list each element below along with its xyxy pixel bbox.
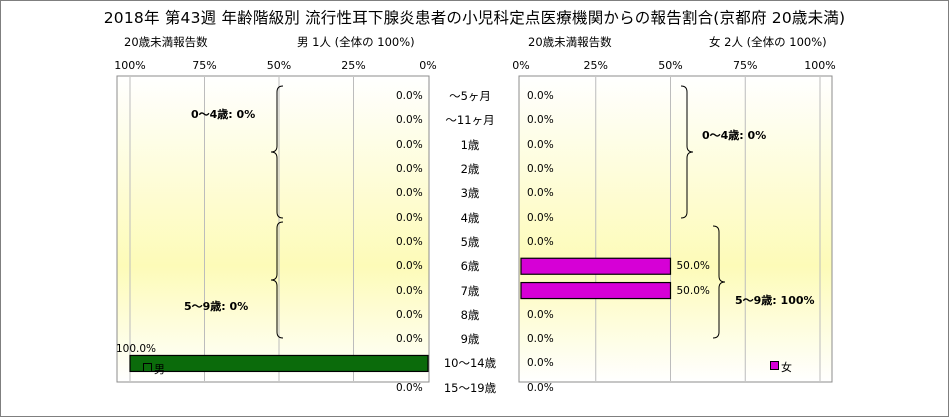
age-category-label: 3歳 [460, 186, 480, 201]
male-value-label: 0.0% [396, 90, 423, 103]
male-legend-swatch [143, 363, 152, 372]
female-group-5-9-label: 5〜9歳: 100% [735, 294, 815, 307]
female-plot-area [518, 75, 833, 383]
male-legend: 男 [143, 361, 165, 377]
female-bar [520, 257, 672, 275]
age-category-label: 1歳 [460, 137, 480, 152]
female-value-label: 0.0% [527, 187, 554, 200]
female-axis-tick: 0% [512, 59, 530, 72]
age-category-label: 6歳 [460, 259, 480, 274]
age-category-label: 〜11ヶ月 [445, 113, 495, 128]
male-value-label: 0.0% [396, 163, 423, 176]
age-category-label: 7歳 [460, 283, 480, 298]
male-count-header: 20歳未満報告数 [124, 35, 208, 49]
female-value-label: 0.0% [527, 308, 554, 321]
age-category-label: 2歳 [460, 162, 480, 177]
female-legend: 女 [770, 359, 792, 375]
female-value-label: 0.0% [527, 381, 554, 394]
female-count-header: 20歳未満報告数 [528, 35, 612, 49]
female-group-5-9-brace [712, 225, 726, 339]
male-axis-tick: 25% [341, 59, 366, 72]
male-axis-tick: 0% [419, 59, 437, 72]
male-value-label: 0.0% [396, 138, 423, 151]
age-category-label: 5歳 [460, 234, 480, 249]
male-value-label: 0.0% [396, 333, 423, 346]
male-axis-tick: 50% [266, 59, 292, 72]
male-value-label: 0.0% [396, 260, 423, 273]
male-value-label: 100.0% [116, 343, 157, 356]
female-group-0-4-label: 0〜4歳: 0% [702, 129, 767, 142]
male-group-0-4-brace [270, 85, 284, 219]
female-value-label: 0.0% [527, 211, 554, 224]
chart-title: 2018年 第43週 年齢階級別 流行性耳下腺炎患者の小児科定点医療機関からの報… [103, 9, 846, 27]
female-total-header: 女 2人 (全体の 100%) [709, 35, 827, 49]
age-category-label: 4歳 [460, 210, 480, 225]
female-axis-tick: 75% [733, 59, 758, 72]
female-group-0-4-brace [680, 85, 694, 219]
male-plot-area [116, 75, 430, 383]
age-category-label: 15〜19歳 [443, 380, 497, 395]
male-value-label: 0.0% [396, 211, 423, 224]
female-value-label: 50.0% [676, 260, 710, 273]
female-legend-swatch [770, 361, 779, 370]
female-axis-tick: 50% [658, 59, 683, 72]
male-value-label: 0.0% [396, 284, 423, 297]
female-legend-label: 女 [781, 361, 792, 374]
male-legend-label: 男 [154, 363, 165, 376]
male-axis-tick: 75% [192, 59, 217, 72]
age-category-label: 〜5ヶ月 [449, 89, 491, 104]
female-value-label: 0.0% [527, 90, 554, 103]
male-group-0-4-label: 0〜4歳: 0% [191, 108, 256, 121]
female-axis-tick: 25% [583, 59, 608, 72]
female-value-label: 0.0% [527, 333, 554, 346]
male-value-label: 0.0% [396, 308, 423, 321]
age-category-label: 10〜14歳 [443, 356, 497, 371]
male-total-header: 男 1人 (全体の 100%) [297, 35, 415, 49]
male-group-5-9-brace [270, 221, 284, 339]
female-value-label: 50.0% [676, 284, 710, 297]
age-category-label: 9歳 [460, 332, 480, 347]
female-axis-tick: 100% [804, 59, 836, 72]
male-value-label: 0.0% [396, 187, 423, 200]
female-value-label: 0.0% [527, 163, 554, 176]
age-category-label: 8歳 [460, 307, 480, 322]
male-value-label: 0.0% [396, 381, 423, 394]
female-value-label: 0.0% [527, 138, 554, 151]
male-axis-tick: 100% [114, 59, 146, 72]
male-value-label: 0.0% [396, 114, 423, 127]
male-bar [129, 354, 429, 373]
female-value-label: 0.0% [527, 357, 554, 370]
female-value-label: 0.0% [527, 235, 554, 248]
male-value-label: 0.0% [396, 235, 423, 248]
male-group-5-9-label: 5〜9歳: 0% [184, 300, 249, 313]
female-value-label: 0.0% [527, 114, 554, 127]
female-bar [520, 281, 672, 300]
